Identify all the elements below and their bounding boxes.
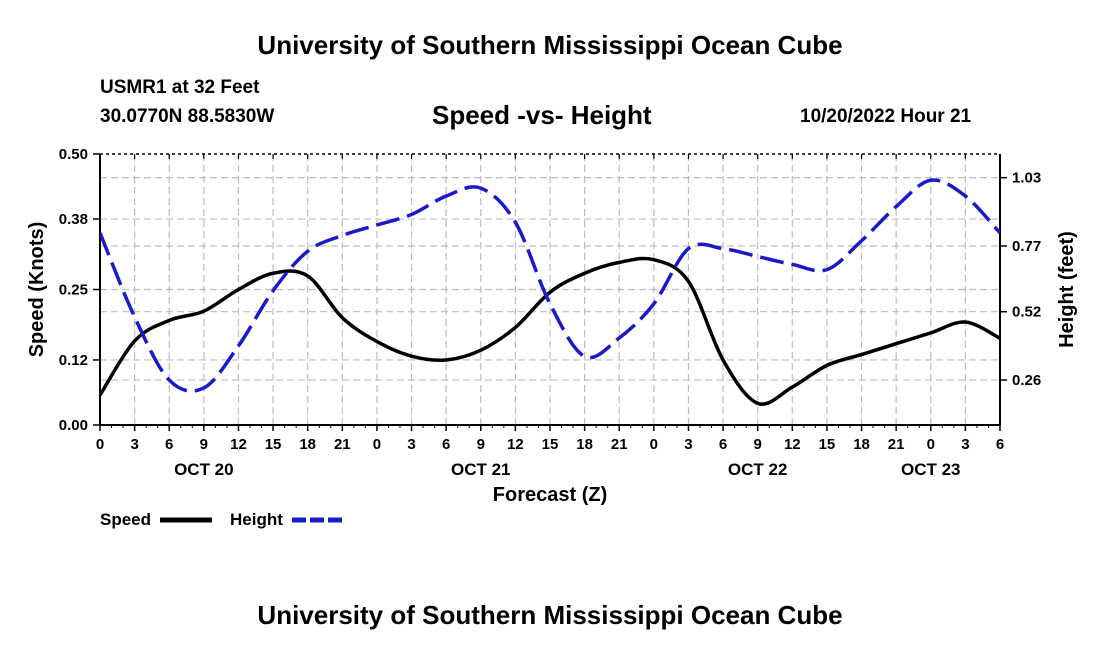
x-tick-label: 12 (230, 436, 247, 453)
x-tick-label: 18 (299, 436, 316, 453)
x-tick-label: 9 (754, 436, 762, 453)
legend-label-height: Height (230, 510, 283, 529)
x-tick-label: 6 (719, 436, 727, 453)
x-day-label: OCT 21 (451, 460, 511, 479)
x-axis-title: Forecast (Z) (493, 484, 607, 506)
x-tick-label: 6 (442, 436, 450, 453)
x-tick-label: 0 (96, 436, 104, 453)
x-tick-label: 3 (961, 436, 969, 453)
chart-subtitle: Speed -vs- Height (432, 100, 652, 130)
x-tick-label: 18 (576, 436, 593, 453)
x-tick-label: 21 (888, 436, 905, 453)
x-tick-label: 15 (265, 436, 282, 453)
x-tick-label: 9 (200, 436, 208, 453)
x-tick-label: 0 (650, 436, 658, 453)
x-tick-label: 9 (477, 436, 485, 453)
x-tick-label: 0 (373, 436, 381, 453)
x-tick-label: 12 (784, 436, 801, 453)
x-day-label: OCT 23 (901, 460, 961, 479)
series-line-speed (100, 256, 1000, 406)
y-tick-label-left: 0.38 (59, 211, 88, 228)
chart-title-top: University of Southern Mississippi Ocean… (257, 30, 843, 60)
x-day-label: OCT 22 (728, 460, 788, 479)
station-label: USMR1 at 32 Feet (100, 77, 260, 98)
y-tick-label-left: 0.25 (59, 282, 88, 299)
y-tick-label-left: 0.12 (59, 352, 88, 369)
x-day-label: OCT 20 (174, 460, 234, 479)
x-tick-label: 3 (684, 436, 692, 453)
station-coordinates: 30.0770N 88.5830W (100, 106, 275, 127)
y-tick-label-left: 0.50 (59, 146, 88, 163)
forecast-datetime: 10/20/2022 Hour 21 (800, 106, 972, 127)
y-tick-label-right: 1.03 (1012, 170, 1041, 187)
y-tick-label-right: 0.52 (1012, 304, 1041, 321)
x-tick-label: 15 (819, 436, 836, 453)
chart-title-bottom: University of Southern Mississippi Ocean… (257, 600, 843, 630)
series-line-height (100, 178, 1000, 393)
x-tick-label: 6 (996, 436, 1004, 453)
legend-label-speed: Speed (100, 510, 151, 529)
y-tick-label-left: 0.00 (59, 417, 88, 434)
x-tick-label: 0 (927, 436, 935, 453)
x-tick-label: 21 (611, 436, 628, 453)
x-tick-label: 21 (334, 436, 351, 453)
x-tick-label: 15 (542, 436, 559, 453)
y-tick-label-right: 0.77 (1012, 238, 1041, 255)
x-tick-label: 3 (407, 436, 415, 453)
x-tick-label: 12 (507, 436, 524, 453)
x-tick-label: 3 (130, 436, 138, 453)
x-tick-label: 6 (165, 436, 173, 453)
y-axis-title-left: Speed (Knots) (26, 222, 48, 358)
y-tick-label-right: 0.26 (1012, 372, 1041, 389)
x-tick-label: 18 (853, 436, 870, 453)
y-axis-title-right: Height (feet) (1056, 231, 1078, 348)
